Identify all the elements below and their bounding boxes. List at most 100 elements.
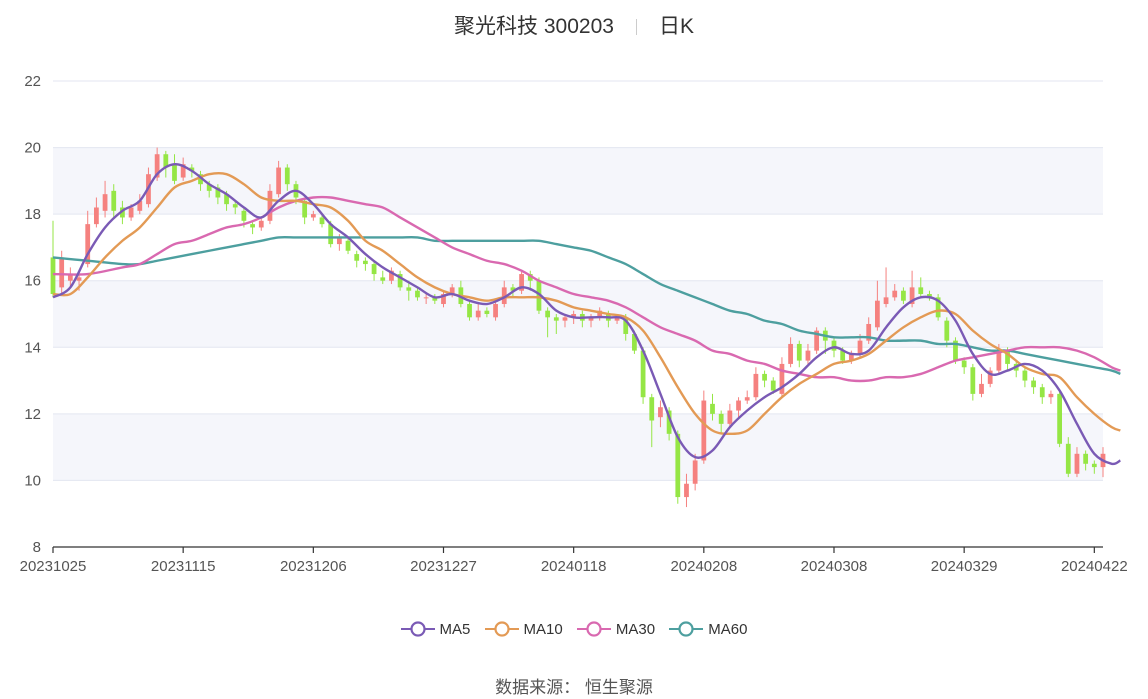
candle-body — [284, 167, 290, 185]
candle-body — [1083, 453, 1089, 464]
candle-body — [640, 350, 646, 398]
candle-body — [597, 310, 603, 318]
candle-body — [371, 264, 377, 275]
candle-body — [198, 174, 203, 185]
chart-title: 聚光科技 300203 日K — [0, 10, 1148, 40]
candle-body — [76, 277, 82, 281]
candle-body — [432, 297, 438, 301]
candle-body — [128, 207, 134, 218]
y-tick-label: 22 — [24, 73, 41, 90]
candle-body — [649, 397, 655, 421]
candle-body — [449, 287, 455, 295]
candle-body — [111, 190, 117, 211]
data-source: 数据来源： 恒生聚源 — [0, 673, 1148, 698]
candle-body — [137, 200, 143, 211]
candle-body — [1031, 380, 1036, 388]
candle-body — [996, 350, 1002, 371]
candle-body — [1048, 393, 1054, 398]
x-tick-label: 20240208 — [670, 558, 737, 575]
candle-body — [901, 290, 906, 301]
candle-body — [684, 483, 689, 498]
legend-item-ma5[interactable]: MA5 — [400, 620, 471, 638]
candle-body — [241, 210, 247, 221]
candle-body — [154, 154, 160, 178]
legend-label-ma10: MA10 — [523, 620, 563, 638]
candle-body — [267, 190, 273, 221]
candle-body — [935, 297, 941, 318]
y-tick-label: 18 — [24, 206, 41, 223]
x-tick-label: 20231206 — [280, 558, 347, 575]
candle-body — [59, 257, 65, 288]
legend-item-ma10[interactable]: MA10 — [484, 620, 563, 638]
period-label: 日K — [658, 15, 694, 38]
candle-body — [666, 410, 672, 434]
candle-body — [545, 310, 551, 318]
legend-label-ma5: MA5 — [439, 620, 471, 638]
candle-body — [944, 320, 950, 341]
legend-item-ma30[interactable]: MA30 — [576, 620, 655, 638]
candle-body — [970, 367, 976, 394]
candle-body — [961, 360, 967, 368]
candle-body — [701, 400, 707, 461]
candle-body — [979, 383, 984, 394]
legend-item-ma60[interactable]: MA60 — [669, 620, 747, 638]
x-tick-label: 20231025 — [20, 558, 87, 575]
candle-body — [736, 400, 741, 411]
candle-body — [1039, 387, 1045, 398]
candle-body — [623, 317, 629, 334]
candle-body — [762, 373, 767, 381]
legend-label-ma60: MA60 — [708, 620, 748, 638]
candle-body — [727, 410, 733, 424]
candle-body — [536, 280, 542, 311]
candle-body — [397, 274, 403, 288]
candle-body — [441, 294, 446, 305]
candle-body — [415, 290, 420, 298]
candle-body — [328, 224, 334, 245]
candle-body — [918, 287, 924, 295]
candle-body — [345, 240, 351, 251]
candle-body — [718, 413, 724, 424]
candle-body — [831, 340, 837, 351]
candle-body — [258, 220, 264, 228]
candle-body — [1005, 350, 1010, 364]
candle-body — [527, 274, 533, 281]
candle-body — [206, 184, 212, 191]
candle-body — [788, 343, 793, 364]
candle-body — [172, 164, 177, 181]
candle-body — [692, 460, 698, 484]
legend: MA5 MA10 MA30 MA60 — [0, 620, 1148, 642]
candle-body — [805, 350, 811, 361]
candle-body — [467, 304, 472, 318]
candle-body — [1065, 443, 1071, 474]
y-tick-label: 16 — [24, 273, 41, 290]
candle-body — [796, 343, 802, 361]
candle-body — [571, 314, 577, 318]
x-tick-label: 20231227 — [410, 558, 477, 575]
candle-body — [276, 167, 282, 195]
candle-body — [1074, 453, 1080, 474]
candle-body — [423, 297, 429, 299]
candle-body — [519, 274, 524, 291]
y-tick-label: 8 — [33, 539, 41, 556]
ma60-line — [52, 235, 1121, 376]
candle-body — [883, 297, 889, 305]
candle-body — [501, 287, 507, 305]
x-tick-label: 20231115 — [151, 558, 216, 575]
x-tick-label: 20240329 — [931, 558, 998, 575]
candle-body — [163, 154, 169, 168]
candle-body — [180, 164, 186, 178]
candle-body — [94, 207, 99, 225]
candle-body — [224, 194, 229, 205]
candle-body — [102, 194, 108, 211]
candle-body — [710, 403, 715, 414]
candle-body — [753, 373, 759, 398]
ma60-legend-icon — [669, 621, 704, 637]
candle-body — [215, 187, 221, 198]
candle-body — [814, 330, 820, 351]
candle-body — [475, 310, 481, 318]
candle-body — [927, 294, 932, 298]
candle-body — [987, 370, 993, 384]
x-tick-label: 20240422 — [1061, 558, 1128, 575]
candle-body — [336, 237, 342, 245]
